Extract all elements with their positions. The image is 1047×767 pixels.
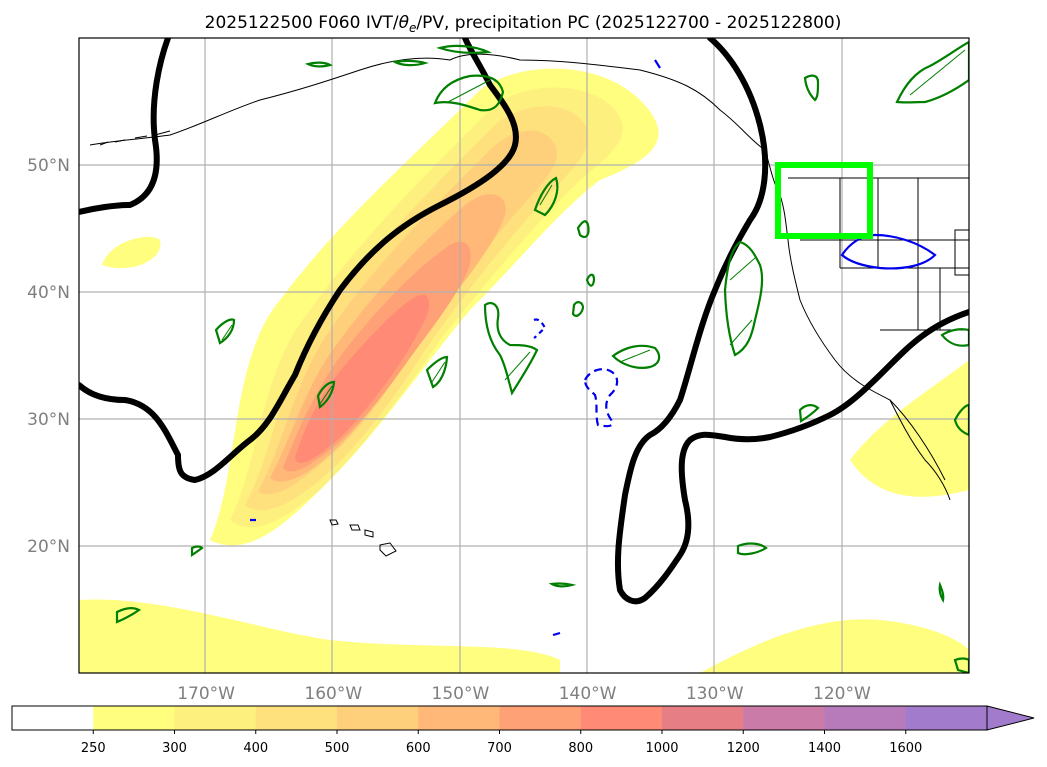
precip-contour-12 <box>723 240 764 357</box>
precip-contour-13 <box>803 74 820 102</box>
x-tick-label: 160°W <box>304 684 362 704</box>
colorbar-swatch <box>255 706 338 730</box>
y-axis-labels: 20°N 30°N 40°N 50°N <box>27 156 70 557</box>
colorbar-tick-label: 1400 <box>808 741 841 756</box>
colorbar-swatch <box>174 706 257 730</box>
precip-contours <box>115 40 969 673</box>
x-axis-labels: 170°W 160°W 150°W 140°W 130°W 120°W <box>177 684 871 704</box>
precip-contour-1 <box>433 74 505 112</box>
precip-contour-6 <box>571 273 596 317</box>
precip-contour-3 <box>304 59 429 68</box>
precip-contour-16 <box>736 542 768 556</box>
x-tick-label: 130°W <box>686 684 744 704</box>
precip-contour-17 <box>115 607 142 624</box>
colorbar-swatch <box>418 706 500 730</box>
y-tick-label: 50°N <box>27 156 70 176</box>
aleutians <box>99 130 171 146</box>
precip-contour-9 <box>214 318 236 345</box>
precip-contour-15 <box>798 404 820 423</box>
pv-contour-main <box>79 38 519 483</box>
ivt-shading <box>79 68 969 673</box>
target-region-box <box>775 162 873 239</box>
hawaii <box>329 519 397 557</box>
colorbar: 250 300 400 500 600 700 800 1000 1200 1400 1600 <box>11 705 1035 756</box>
chart-title: 2025122500 F060 IVT/θe/PV, precipitation… <box>205 13 842 35</box>
alaska-coast <box>89 53 766 151</box>
ivt-level-250-south <box>79 599 560 673</box>
colorbar-swatch <box>824 706 907 730</box>
colorbar-swatch <box>905 706 988 730</box>
colorbar-swatch <box>662 706 744 730</box>
precip-contour-22 <box>953 657 969 673</box>
ivt-level-250-se <box>700 619 969 673</box>
x-tick-label: 140°W <box>559 684 617 704</box>
precip-contour-18 <box>190 545 204 558</box>
pv-contour-west <box>79 38 171 215</box>
colorbar-swatch <box>93 706 175 730</box>
precip-contour-10 <box>425 355 449 389</box>
theta-contour-small <box>533 318 547 339</box>
colorbar-tick-label: 300 <box>162 741 187 756</box>
colorbar-tick-label: 250 <box>81 741 106 756</box>
y-tick-label: 40°N <box>27 283 70 303</box>
precip-contour-2 <box>436 44 493 55</box>
colorbar-extend-arrow <box>986 705 1035 731</box>
ivt-level-250-west <box>102 237 161 269</box>
theta-contour-dot-3 <box>654 59 661 69</box>
ivt-level-800 <box>295 294 430 463</box>
ivt-level-250-mexico <box>850 360 969 497</box>
colorbar-swatch <box>12 706 94 730</box>
precip-contour-20 <box>953 403 969 437</box>
colorbar-tick-label: 1600 <box>889 741 922 756</box>
x-tick-label: 150°W <box>432 684 490 704</box>
colorbar-swatch <box>743 706 825 730</box>
theta-contour-dot-2 <box>552 631 561 637</box>
precip-contour-19 <box>548 582 577 588</box>
pv-contour-east <box>614 38 969 605</box>
colorbar-swatch <box>337 706 419 730</box>
colorbar-tick-label: 600 <box>406 741 431 756</box>
baja-coast <box>889 399 951 501</box>
colorbar-tick-label: 1200 <box>727 741 760 756</box>
precip-contour-7 <box>483 302 539 396</box>
colorbar-tick-label: 500 <box>325 741 350 756</box>
y-tick-label: 20°N <box>27 537 70 557</box>
x-tick-label: 120°W <box>813 684 871 704</box>
colorbar-tick-label: 400 <box>243 741 268 756</box>
precip-contour-4 <box>533 176 559 217</box>
precip-contour-8 <box>611 344 661 369</box>
colorbar-tick-label: 800 <box>568 741 593 756</box>
precip-hatching <box>221 49 966 405</box>
colorbar-swatch <box>499 706 582 730</box>
map-frame <box>78 37 970 674</box>
y-tick-label: 30°N <box>27 410 70 430</box>
precip-contour-5 <box>576 220 590 239</box>
x-tick-label: 170°W <box>177 684 235 704</box>
precip-contour-21 <box>940 328 969 347</box>
colorbar-tick-label: 700 <box>487 741 512 756</box>
map-panel <box>79 38 969 673</box>
colorbar-swatch <box>580 706 663 730</box>
precip-contour-11 <box>316 380 336 409</box>
precip-contour-23 <box>938 581 945 604</box>
pv-contours <box>79 38 969 605</box>
theta-contour-dashed <box>583 368 619 428</box>
precip-contour-14 <box>895 40 969 104</box>
colorbar-tick-label: 1000 <box>645 741 678 756</box>
